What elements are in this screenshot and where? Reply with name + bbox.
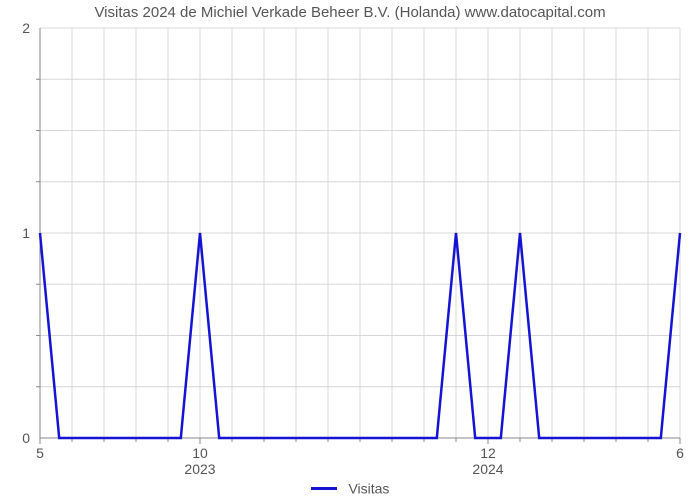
svg-text:5: 5 (36, 445, 44, 461)
svg-text:10: 10 (192, 445, 208, 461)
svg-text:6: 6 (676, 445, 684, 461)
legend-swatch (311, 487, 337, 490)
svg-text:0: 0 (22, 430, 30, 446)
chart-legend: Visitas (0, 479, 700, 496)
chart-plot: 01251012620232024 (0, 0, 700, 500)
svg-text:2: 2 (22, 20, 30, 36)
svg-text:12: 12 (480, 445, 496, 461)
svg-text:1: 1 (22, 225, 30, 241)
svg-text:2023: 2023 (184, 461, 215, 477)
visitas-chart: Visitas 2024 de Michiel Verkade Beheer B… (0, 0, 700, 500)
legend-label: Visitas (348, 480, 389, 496)
svg-text:2024: 2024 (472, 461, 503, 477)
